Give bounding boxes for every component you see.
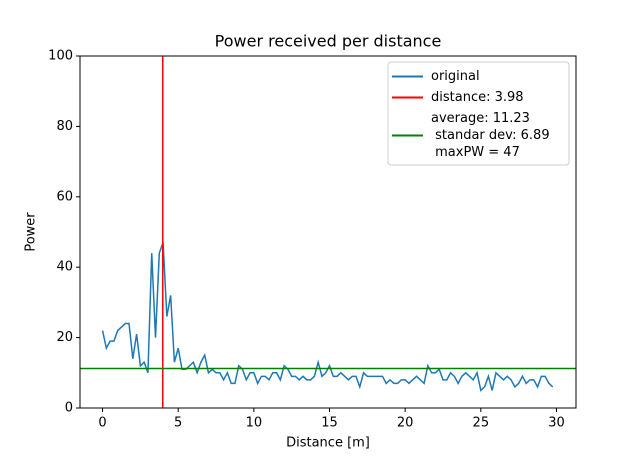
x-tick-label: 30 xyxy=(548,416,565,431)
legend-label: standar dev: 6.89 xyxy=(431,128,550,143)
x-tick-label: 20 xyxy=(397,416,414,431)
y-tick-label: 20 xyxy=(56,330,73,345)
y-tick-label: 0 xyxy=(65,401,73,416)
y-tick-label: 100 xyxy=(48,49,73,64)
legend-label: original xyxy=(431,69,480,84)
y-axis-label: Power xyxy=(24,212,39,252)
chart-title: Power received per distance xyxy=(215,32,442,51)
x-tick-label: 25 xyxy=(473,416,490,431)
legend-label: maxPW = 47 xyxy=(431,145,520,160)
legend-box xyxy=(387,61,570,166)
y-tick-label: 80 xyxy=(56,119,73,134)
legend-label: distance: 3.98 xyxy=(431,90,524,105)
data-line xyxy=(101,242,554,392)
x-axis-label: Distance [m] xyxy=(286,436,370,451)
x-tick-label: 10 xyxy=(246,416,263,431)
x-tick-label: 15 xyxy=(321,416,338,431)
axes-frame xyxy=(79,55,577,409)
x-tick-label: 0 xyxy=(98,416,106,431)
y-tick-label: 60 xyxy=(56,189,73,204)
x-tick-label: 5 xyxy=(174,416,182,431)
legend-label: average: 11.23 xyxy=(431,111,530,126)
y-tick-label: 40 xyxy=(56,260,73,275)
